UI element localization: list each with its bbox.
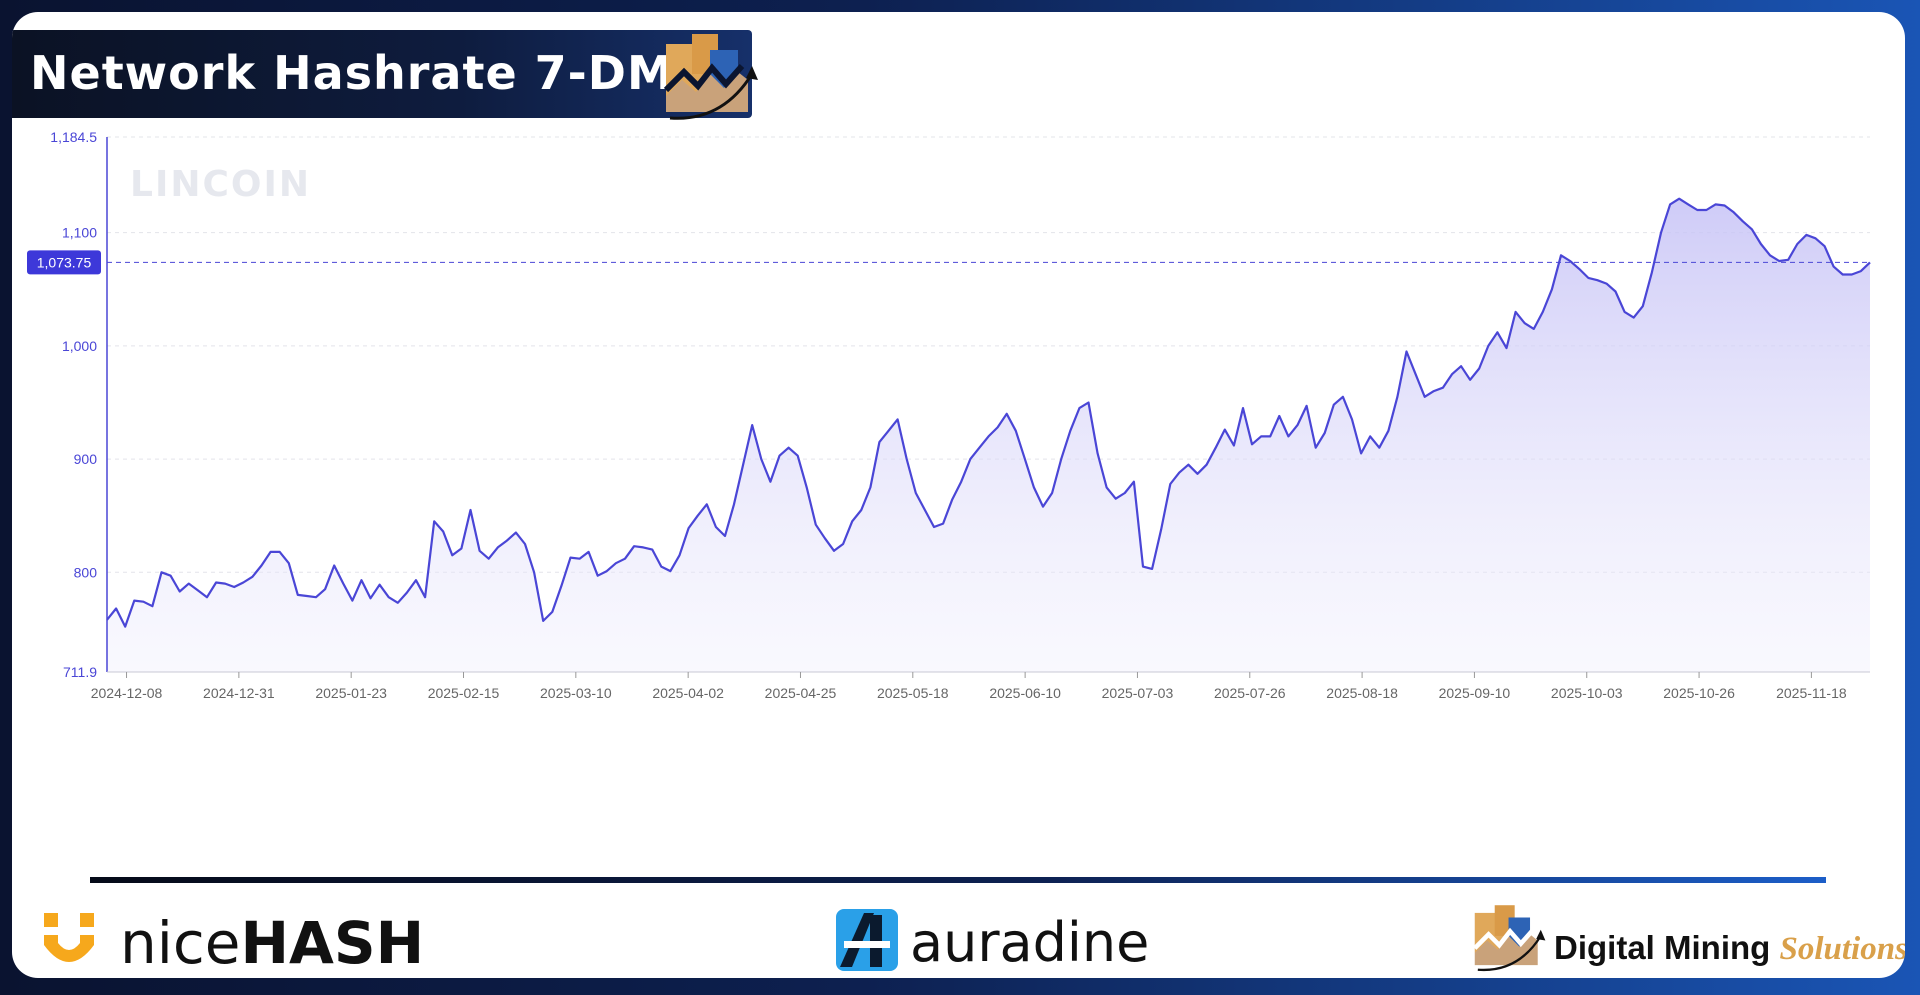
digital-mining-solutions-logo-icon — [663, 34, 758, 120]
x-tick-label: 2025-10-03 — [1551, 685, 1623, 701]
x-tick-label: 2025-07-26 — [1214, 685, 1286, 701]
x-tick-label: 2025-11-18 — [1776, 685, 1847, 701]
x-tick-label: 2025-06-10 — [989, 685, 1061, 701]
y-tick-label: 1,100 — [62, 225, 97, 241]
x-tick-label: 2025-09-10 — [1439, 685, 1511, 701]
y-tick-label: 1,000 — [62, 338, 97, 354]
x-tick-label: 2025-08-18 — [1326, 685, 1398, 701]
hashrate-chart: 1,184.5 1,100 1,000 900 800 711.9 2024-12-08 20… — [27, 129, 1871, 701]
chart-area: 1,184.5 1,100 1,000 900 800 711.9 2024-12-08 20… — [12, 129, 1905, 862]
x-tick-label: 2025-10-26 — [1663, 685, 1735, 701]
watermark: LINCOIN — [130, 164, 312, 205]
x-tick-label: 2025-04-02 — [652, 685, 724, 701]
auradine-logo: auradine — [820, 907, 1150, 977]
nicehash-logo-icon — [44, 913, 94, 962]
digital-mining-solutions-logo-icon — [1473, 905, 1546, 972]
x-tick-label: 2025-03-10 — [540, 685, 612, 701]
x-tick-label: 2024-12-31 — [203, 685, 275, 701]
chart-title: Network Hashrate 7-DMA — [30, 46, 711, 100]
footer-divider — [90, 877, 1826, 883]
nicehash-logo: niceHASH — [26, 907, 424, 977]
current-value-label: 1,073.75 — [37, 254, 92, 270]
current-value-badge — [27, 250, 101, 275]
x-tick-label: 2025-02-15 — [428, 685, 500, 701]
auradine-logo-icon — [836, 909, 898, 971]
digital-mining-solutions-logo: Digital Mining Solutions — [1452, 905, 1905, 977]
chart-card: Network Hashrate 7-DMA 1,184.5 1,100 1,000… — [12, 12, 1905, 978]
x-tick-label: 2025-07-03 — [1102, 685, 1174, 701]
nicehash-wordmark: niceHASH — [120, 909, 425, 977]
y-tick-label: 800 — [74, 564, 98, 580]
x-tick-label: 2025-04-25 — [765, 685, 837, 701]
y-tick-label: 711.9 — [63, 664, 97, 680]
series-line — [106, 197, 1871, 628]
x-tick-label: 2025-05-18 — [877, 685, 949, 701]
auradine-wordmark: auradine — [910, 911, 1150, 974]
x-tick-label: 2025-01-23 — [315, 685, 387, 701]
title-bar: Network Hashrate 7-DMA — [12, 30, 752, 118]
y-tick-label: 900 — [74, 451, 98, 467]
series-area-fill — [107, 198, 1870, 672]
dms-wordmark: Digital Mining Solutions — [1554, 929, 1905, 967]
x-tick-label: 2024-12-08 — [91, 685, 163, 701]
y-tick-label: 1,184.5 — [50, 132, 97, 145]
